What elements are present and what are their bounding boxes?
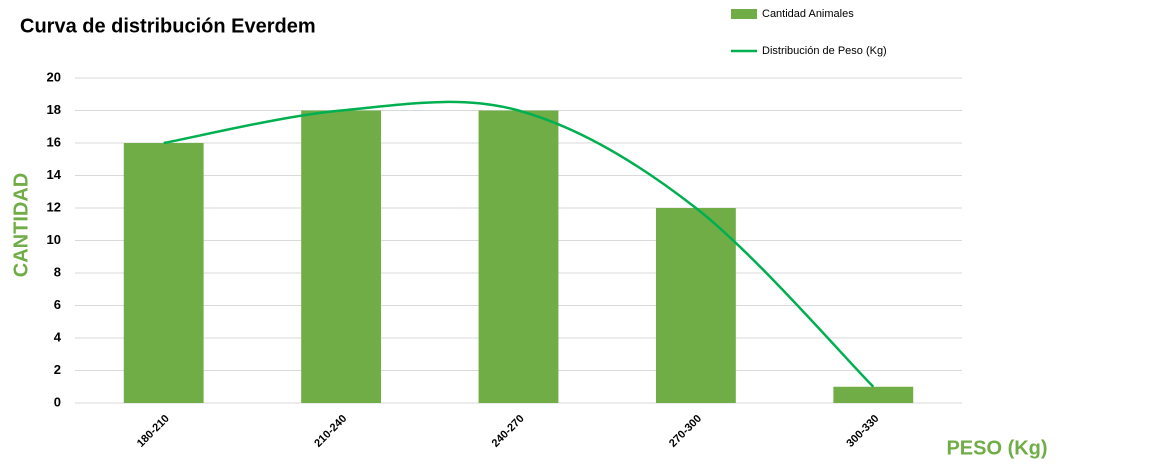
legend-label: Cantidad Animales — [762, 8, 854, 20]
y-tick-label: 18 — [47, 102, 61, 117]
y-tick-label: 6 — [54, 297, 61, 312]
x-tick-label: 300-330 — [844, 413, 881, 450]
chart-title: Curva de distribución Everdem — [20, 15, 316, 37]
bar — [478, 110, 559, 403]
y-axis-label: CANTIDAD — [10, 173, 32, 277]
y-tick-label: 12 — [47, 199, 61, 214]
y-tick-label: 2 — [54, 362, 61, 377]
x-axis-label: PESO (Kg) — [946, 437, 1047, 459]
y-tick-label: 8 — [54, 264, 61, 279]
y-tick-label: 20 — [47, 69, 61, 84]
line — [163, 100, 875, 388]
legend-swatch — [731, 9, 757, 19]
bar — [833, 386, 914, 403]
x-tick-label: 270-300 — [667, 413, 704, 450]
x-tick-label: 180-210 — [135, 413, 172, 450]
bar — [301, 110, 382, 403]
y-tick-label: 4 — [54, 329, 62, 344]
bar — [123, 143, 204, 403]
legend-label: Distribución de Peso (Kg) — [762, 45, 887, 57]
y-tick-label: 16 — [47, 134, 61, 149]
x-tick-label: 210-240 — [312, 413, 349, 450]
y-tick-label: 14 — [47, 167, 62, 182]
x-tick-label: 240-270 — [490, 413, 527, 450]
y-tick-label: 10 — [47, 232, 61, 247]
y-tick-label: 0 — [54, 394, 61, 409]
bar — [655, 208, 736, 403]
